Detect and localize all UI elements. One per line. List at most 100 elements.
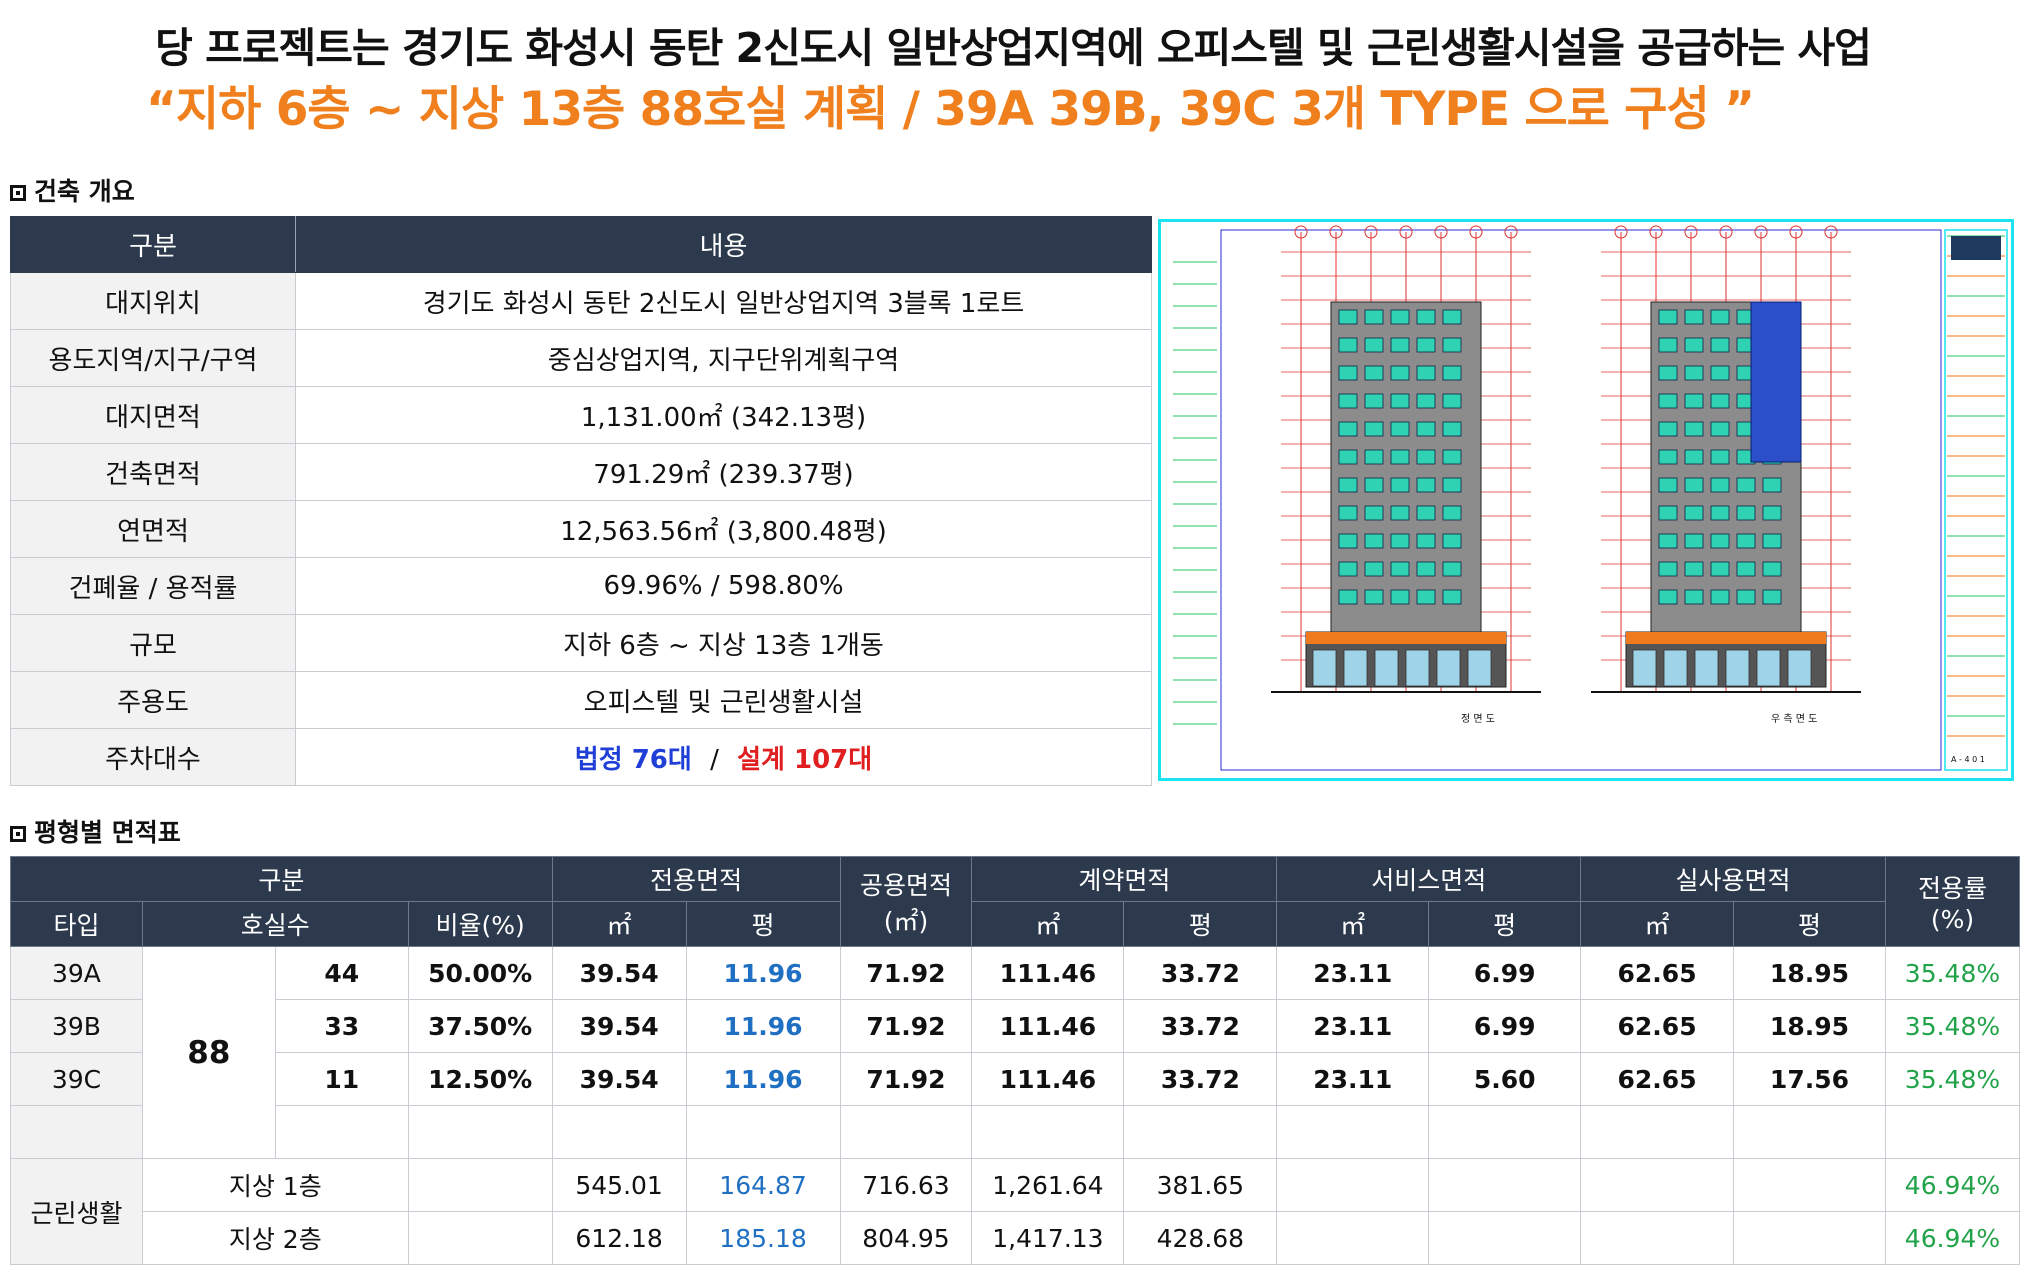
empty-cell bbox=[1276, 1158, 1430, 1212]
row-value: 경기도 화성시 동탄 2신도시 일반상업지역 3블록 1로트 bbox=[295, 272, 1152, 330]
parking-legal: 법정 76대 bbox=[574, 744, 692, 775]
cell: 11.96 bbox=[685, 946, 841, 1000]
sub-header: 평 bbox=[1428, 901, 1582, 947]
sub-header: 타입 bbox=[10, 901, 143, 947]
sub-header: ㎡ bbox=[971, 901, 1125, 947]
overview-row: 주차대수 법정 76대 / 설계 107대 bbox=[10, 728, 1152, 786]
empty-cell bbox=[1428, 1211, 1582, 1265]
sub-header: 평 bbox=[1733, 901, 1886, 947]
front-elevation-label: 정 면 도 bbox=[1461, 713, 1495, 725]
floor-cell: 지상 2층 bbox=[141, 1211, 409, 1265]
cell: 545.01 bbox=[551, 1158, 687, 1212]
cell: 11.96 bbox=[685, 999, 841, 1053]
rooms-cell: 11 bbox=[274, 1052, 409, 1106]
empty-row bbox=[10, 1105, 2021, 1159]
retail-row: 근린생활 지상 1층 545.01 164.87 716.63 1,261.64… bbox=[10, 1158, 2021, 1265]
retail-label: 근린생활 bbox=[10, 1158, 143, 1265]
cell: 11.96 bbox=[685, 1052, 841, 1106]
floor-cell: 지상 1층 bbox=[141, 1158, 409, 1212]
area-group-header-row: 구분 전용면적 공용면적 (㎡) 계약면적 서비스면적 실사용면적 전용률 (%… bbox=[10, 856, 2021, 947]
cell: 1,261.64 bbox=[971, 1158, 1125, 1212]
share-cell: 37.50% bbox=[407, 999, 553, 1053]
empty-cell bbox=[1428, 1158, 1582, 1212]
empty-cell bbox=[551, 1105, 687, 1159]
row-value: 69.96% / 598.80% bbox=[295, 557, 1152, 615]
cell: 23.11 bbox=[1276, 999, 1430, 1053]
empty-cell bbox=[1276, 1105, 1430, 1159]
ratio-cell: 35.48% bbox=[1884, 1052, 2021, 1106]
overview-row: 용도지역/지구/구역 중심상업지역, 지구단위계획구역 bbox=[10, 329, 1152, 387]
overview-header-row: 구분 내용 bbox=[10, 216, 1152, 273]
sub-header: 호실수 bbox=[141, 901, 409, 947]
sheet-number: A - 4 0 1 bbox=[1951, 755, 1985, 764]
cell: 71.92 bbox=[839, 946, 973, 1000]
total-rooms: 88 bbox=[141, 946, 276, 1159]
elevation-drawing: 정 면 도 우 측 면 도 A - 4 0 1 bbox=[1158, 219, 2014, 781]
side-elevation-label: 우 측 면 도 bbox=[1771, 713, 1817, 725]
group-header: 전용률 (%) bbox=[1884, 856, 2021, 947]
share-cell: 12.50% bbox=[407, 1052, 553, 1106]
cell: 18.95 bbox=[1733, 946, 1886, 1000]
overview-row: 대지면적 1,131.00㎡ (342.13평) bbox=[10, 386, 1152, 444]
empty-cell bbox=[10, 1105, 143, 1159]
row-value: 1,131.00㎡ (342.13평) bbox=[295, 386, 1152, 444]
square-bullet-icon bbox=[10, 826, 26, 842]
overview-col-header: 내용 bbox=[295, 216, 1152, 273]
table-row: 39A 88 44 50.00% 39.54 11.96 71.92 111.4… bbox=[10, 946, 2021, 1159]
row-label: 용도지역/지구/구역 bbox=[10, 329, 296, 387]
cell: 428.68 bbox=[1123, 1211, 1278, 1265]
empty-cell bbox=[1580, 1158, 1735, 1212]
overview-section-title: 건축 개요 bbox=[10, 172, 135, 208]
cell: 18.95 bbox=[1733, 999, 1886, 1053]
rooms-cell: 44 bbox=[274, 946, 409, 1000]
row-value: 중심상업지역, 지구단위계획구역 bbox=[295, 329, 1152, 387]
cell: 23.11 bbox=[1276, 1052, 1430, 1106]
ratio-cell: 35.48% bbox=[1884, 946, 2021, 1000]
sub-header: ㎡ bbox=[1276, 901, 1430, 947]
type-cell: 39C bbox=[10, 1052, 143, 1106]
overview-row: 연면적 12,563.56㎡ (3,800.48평) bbox=[10, 500, 1152, 558]
retail-row: 지상 2층 612.18 185.18 804.95 1,417.13 428.… bbox=[11, 1211, 2021, 1265]
sub-header: ㎡ bbox=[551, 901, 687, 947]
row-label: 대지위치 bbox=[10, 272, 296, 330]
cell: 71.92 bbox=[839, 1052, 973, 1106]
row-value: 오피스텔 및 근린생활시설 bbox=[295, 671, 1152, 729]
cell: 23.11 bbox=[1276, 946, 1430, 1000]
empty-cell bbox=[1884, 1105, 2021, 1159]
overview-row: 규모 지하 6층 ~ 지상 13층 1개동 bbox=[10, 614, 1152, 672]
share-cell: 50.00% bbox=[407, 946, 553, 1000]
empty-cell bbox=[1276, 1211, 1430, 1265]
empty-cell bbox=[1428, 1105, 1582, 1159]
area-sub-header-row: 타입 호실수 비율(%) ㎡ 평 ㎡ 평 ㎡ 평 ㎡ 평 bbox=[10, 901, 2020, 947]
elevation-drawing-svg: 정 면 도 우 측 면 도 A - 4 0 1 bbox=[1173, 225, 2008, 771]
empty-cell bbox=[274, 1105, 409, 1159]
rooms-cell: 33 bbox=[274, 999, 409, 1053]
empty-cell bbox=[971, 1105, 1125, 1159]
table-row: 39C 11 12.50% 39.54 11.96 71.92 111.46 3… bbox=[10, 1052, 2021, 1106]
sub-header: 비율(%) bbox=[407, 901, 553, 947]
cell: 1,417.13 bbox=[971, 1211, 1125, 1265]
cell: 62.65 bbox=[1580, 999, 1735, 1053]
group-header: 구분 bbox=[10, 856, 553, 902]
ratio-cell: 46.94% bbox=[1884, 1158, 2021, 1212]
cell: 111.46 bbox=[971, 999, 1125, 1053]
row-label: 건폐율 / 용적률 bbox=[10, 557, 296, 615]
parking-design: 설계 107대 bbox=[737, 744, 873, 775]
cell: 111.46 bbox=[971, 946, 1125, 1000]
sub-header: 평 bbox=[685, 901, 841, 947]
cell: 71.92 bbox=[839, 999, 973, 1053]
cell: 33.72 bbox=[1123, 1052, 1278, 1106]
overview-row: 대지위치 경기도 화성시 동탄 2신도시 일반상업지역 3블록 1로트 bbox=[10, 272, 1152, 330]
overview-row: 건축면적 791.29㎡ (239.37평) bbox=[10, 443, 1152, 501]
cell: 33.72 bbox=[1123, 999, 1278, 1053]
row-label: 대지면적 bbox=[10, 386, 296, 444]
empty-cell bbox=[407, 1105, 553, 1159]
overview-col-header: 구분 bbox=[10, 216, 296, 273]
cell: 716.63 bbox=[839, 1158, 973, 1212]
row-value: 791.29㎡ (239.37평) bbox=[295, 443, 1152, 501]
cell: 62.65 bbox=[1580, 946, 1735, 1000]
empty-cell bbox=[1733, 1158, 1886, 1212]
cell: 39.54 bbox=[551, 1052, 687, 1106]
parking-separator: / bbox=[710, 744, 719, 775]
sub-header: 평 bbox=[1123, 901, 1278, 947]
